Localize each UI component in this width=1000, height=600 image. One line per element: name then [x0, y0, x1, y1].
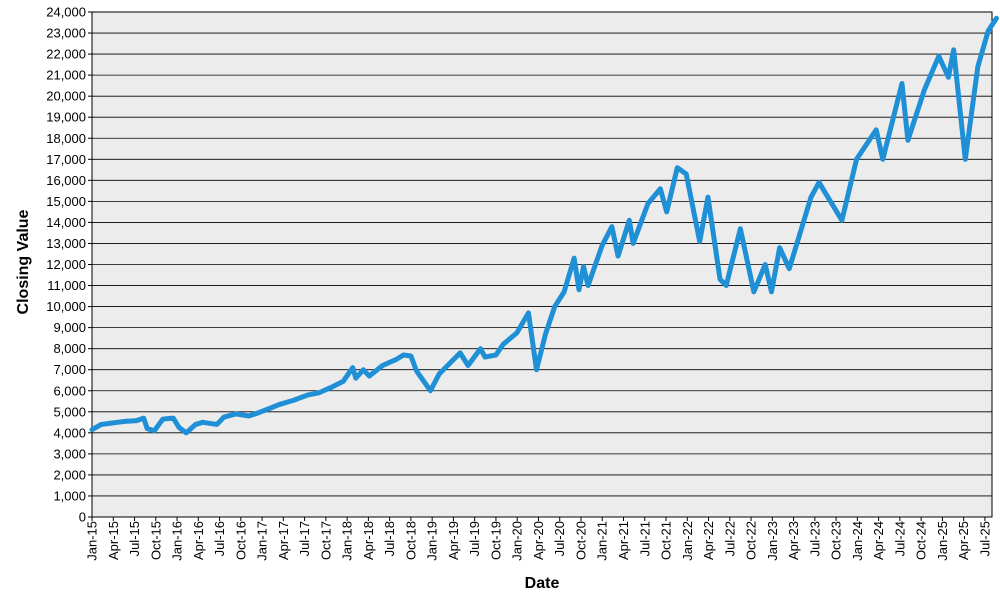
x-tick-label: Apr-15: [106, 521, 121, 560]
y-tick-label: 15,000: [46, 194, 86, 209]
y-tick-label: 4,000: [53, 425, 86, 440]
y-tick-label: 9,000: [53, 320, 86, 335]
x-tick-label: Apr-20: [531, 521, 546, 560]
y-tick-label: 6,000: [53, 383, 86, 398]
x-tick-label: Jan-23: [765, 521, 780, 561]
y-tick-label: 3,000: [53, 446, 86, 461]
x-tick-labels: Jan-15 Apr-15 Jul-15 Oct-15 Jan-16 Apr-16 Jul-…: [85, 521, 993, 561]
x-tick-label: Oct-23: [829, 521, 844, 560]
x-tick-label: Jul-15: [127, 521, 142, 556]
x-tick-label: Apr-17: [276, 521, 291, 560]
x-tick-label: Jul-19: [467, 521, 482, 556]
x-tick-label: Jan-19: [425, 521, 440, 561]
closing-value-line: [89, 15, 999, 436]
y-tick-label: 24,000: [46, 5, 86, 20]
x-tick-label: Oct-22: [744, 521, 759, 560]
y-tick-label: 2,000: [53, 467, 86, 482]
y-tick-label: 5,000: [53, 404, 86, 419]
y-tick-label: 18,000: [46, 131, 86, 146]
x-tick-label: Oct-18: [403, 521, 418, 560]
x-tick-label: Apr-22: [701, 521, 716, 560]
x-tick-label: Jan-18: [340, 521, 355, 561]
y-tick-label: 11,000: [47, 278, 86, 293]
x-tick-label: Apr-24: [871, 521, 886, 560]
y-gridlines: [88, 11, 992, 518]
y-tick-label: 0: [79, 510, 86, 525]
y-tick-label: 16,000: [46, 173, 86, 188]
y-tick-label: 23,000: [46, 26, 86, 41]
x-tick-label: Apr-19: [446, 521, 461, 560]
y-tick-label: 21,000: [46, 68, 86, 83]
x-tick-label: Jul-17: [297, 521, 312, 556]
x-tick-label: Oct-21: [659, 521, 674, 560]
x-tick-label: Jan-24: [850, 521, 865, 561]
x-tick-label: Jul-24: [892, 521, 907, 556]
x-tick-label: Jul-16: [212, 521, 227, 556]
x-tick-label: Jan-15: [85, 521, 100, 561]
x-tick-label: Jan-22: [680, 521, 695, 561]
x-tick-label: Apr-25: [956, 521, 971, 560]
y-tick-label: 12,000: [46, 257, 86, 272]
x-tick-label: Oct-19: [488, 521, 503, 560]
y-tick-label: 7,000: [53, 362, 86, 377]
x-tick-label: Jan-20: [510, 521, 525, 561]
x-axis-title: Date: [525, 575, 560, 592]
x-tick-label: Apr-18: [361, 521, 376, 560]
y-tick-labels: 0 1,000 2,000 3,000 4,000 5,000 6,000 7,000 8,00…: [46, 5, 86, 525]
x-tick-label: Oct-15: [148, 521, 163, 560]
x-tick-label: Jul-25: [977, 521, 992, 556]
y-tick-label: 14,000: [46, 215, 86, 230]
x-tick-label: Jan-25: [935, 521, 950, 561]
y-tick-label: 13,000: [46, 236, 86, 251]
x-tick-label: Jan-21: [595, 521, 610, 561]
x-tick-label: Jul-20: [552, 521, 567, 556]
y-tick-label: 8,000: [53, 341, 86, 356]
y-tick-label: 20,000: [46, 89, 86, 104]
x-tick-label: Jan-17: [255, 521, 270, 561]
y-tick-label: 19,000: [46, 110, 86, 125]
x-tick-label: Oct-16: [233, 521, 248, 560]
x-tick-label: Jul-22: [722, 521, 737, 556]
x-tick-label: Jan-16: [170, 521, 185, 561]
x-tick-marks: [91, 517, 986, 521]
x-tick-label: Jul-23: [807, 521, 822, 556]
y-tick-label: 17,000: [46, 152, 86, 167]
x-tick-label: Jul-21: [637, 521, 652, 556]
x-tick-label: Oct-24: [914, 521, 929, 560]
y-tick-label: 22,000: [46, 47, 86, 62]
x-tick-label: Jul-18: [382, 521, 397, 556]
y-axis-title: Closing Value: [15, 209, 32, 314]
x-tick-label: Apr-23: [786, 521, 801, 560]
y-tick-label: 1,000: [53, 488, 86, 503]
x-tick-label: Oct-17: [318, 521, 333, 560]
x-tick-label: Apr-21: [616, 521, 631, 560]
y-tick-label: 10,000: [46, 299, 86, 314]
x-tick-label: Apr-16: [191, 521, 206, 560]
x-tick-label: Oct-20: [573, 521, 588, 560]
